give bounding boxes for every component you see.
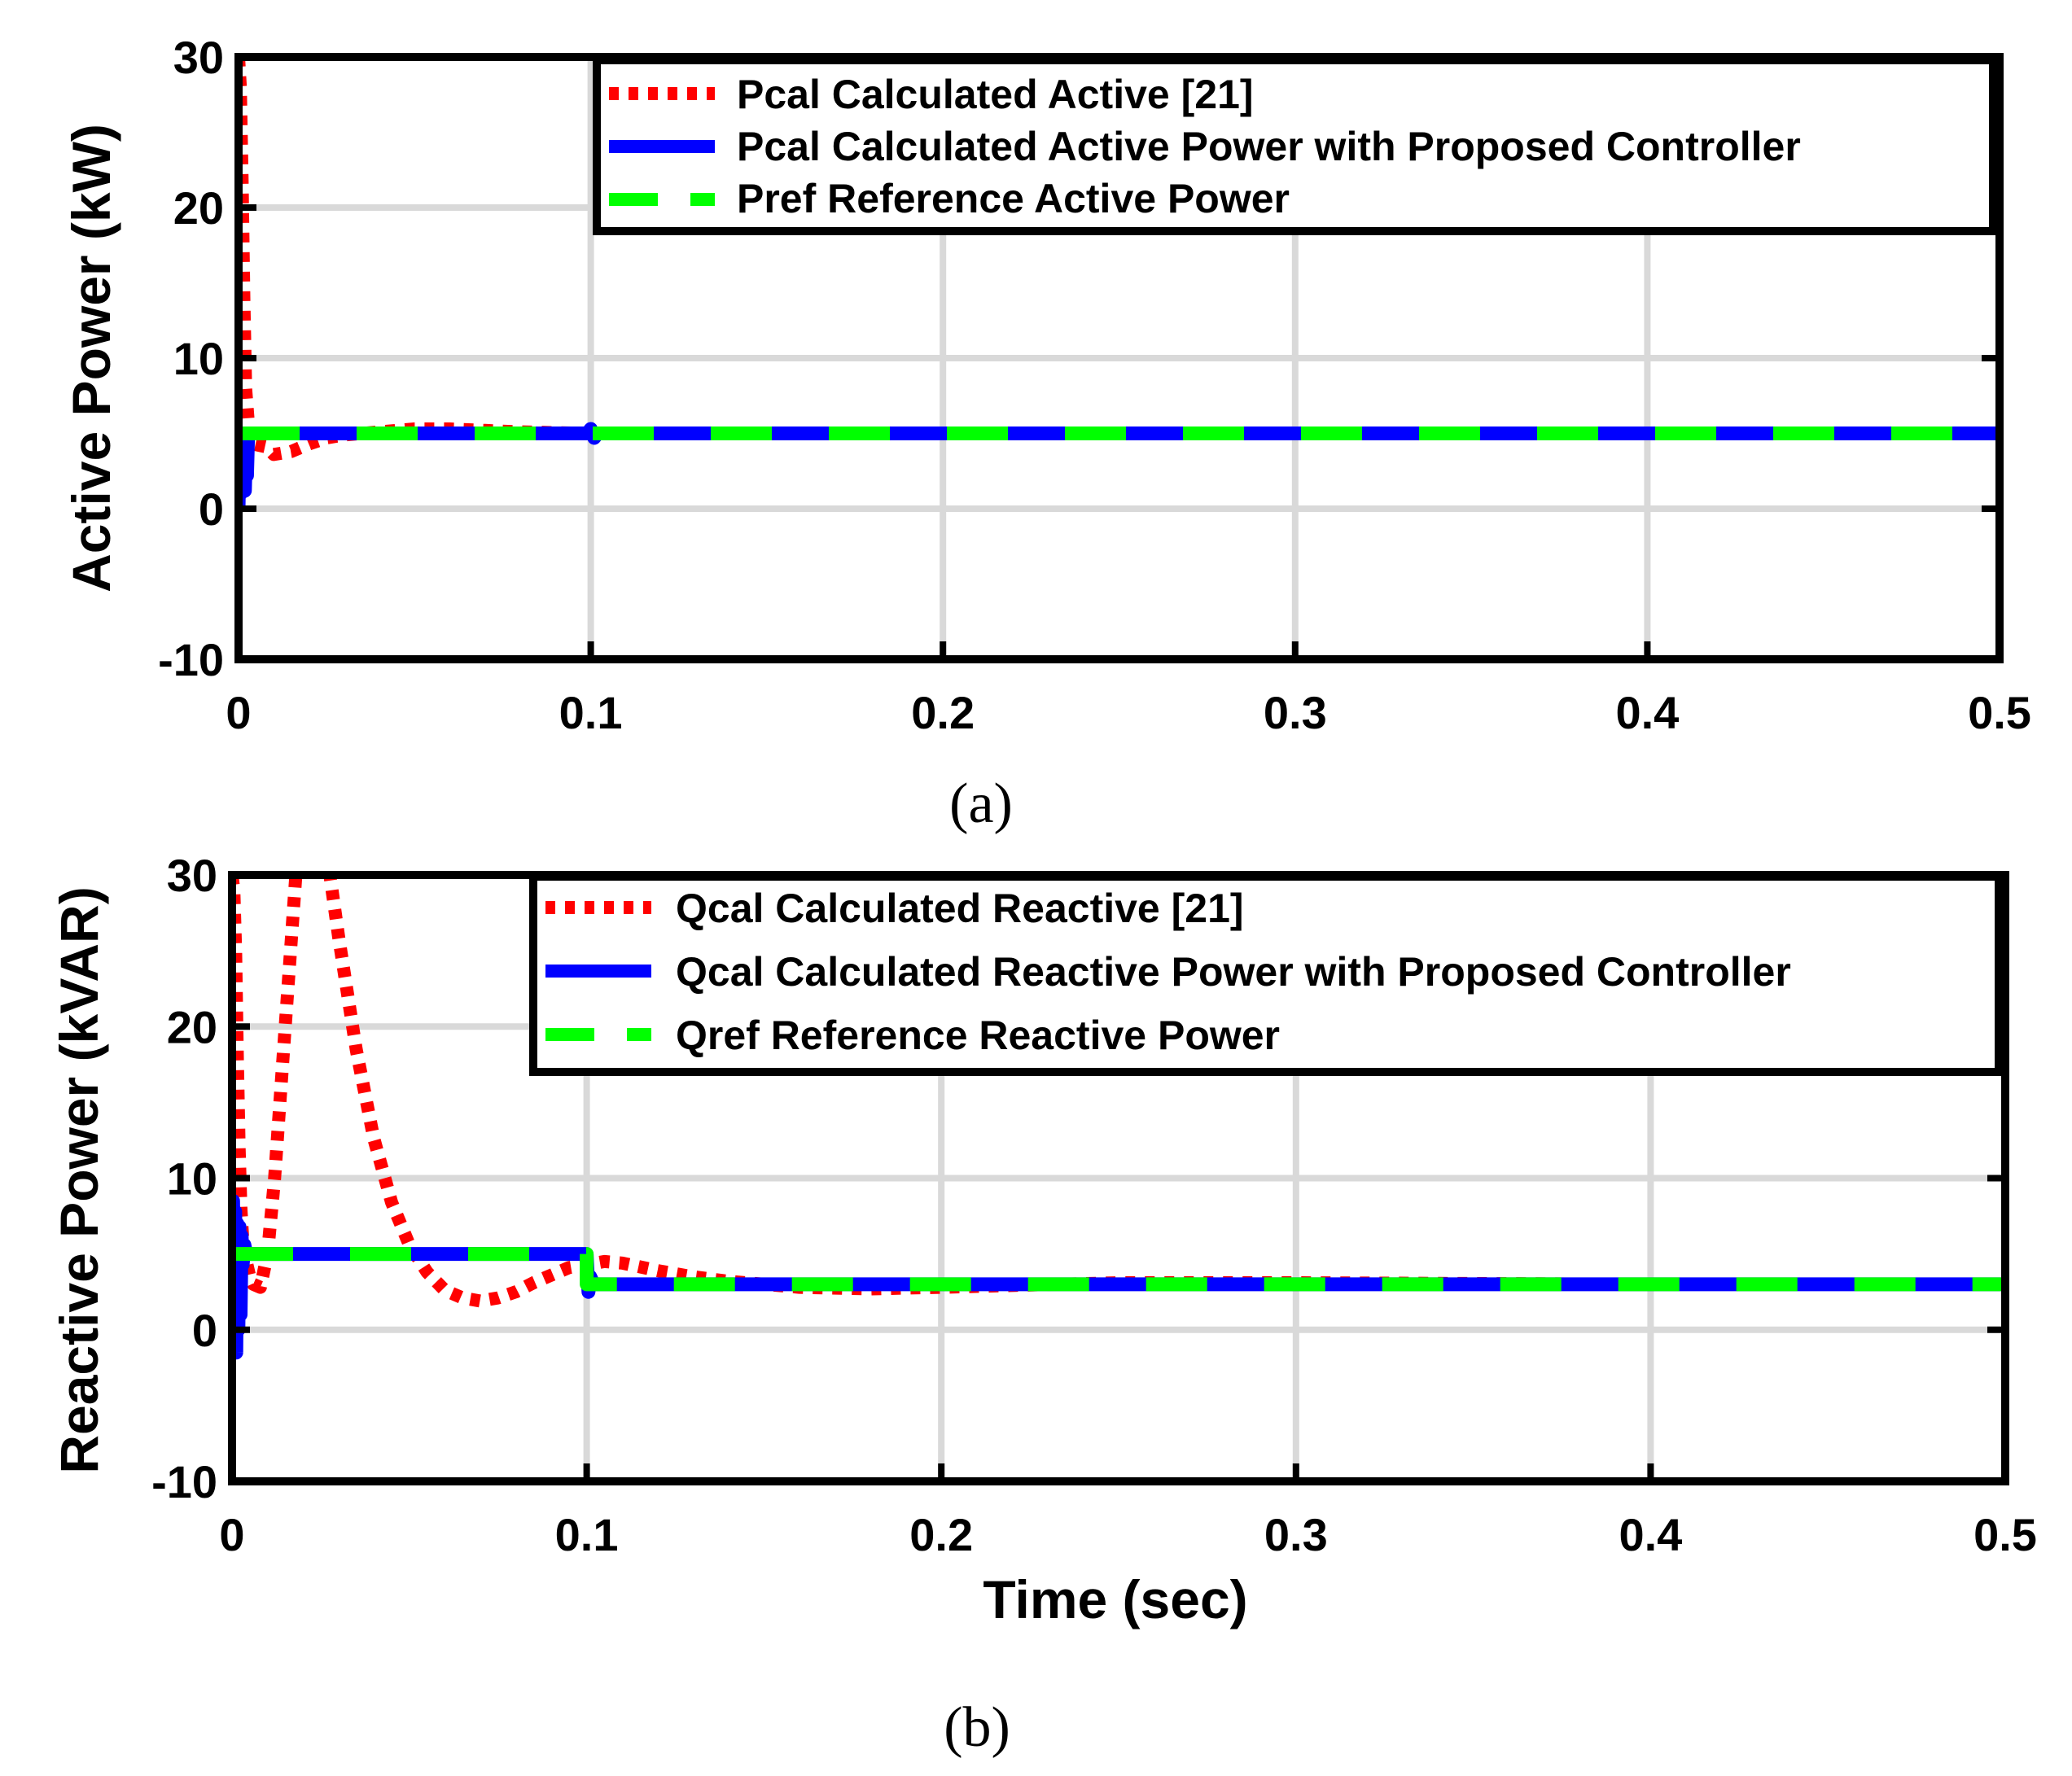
- y-tick-label-b: 0: [192, 1305, 217, 1356]
- y-tick-label-b: 30: [167, 850, 217, 901]
- x-tick-label-a: 0.4: [1615, 687, 1679, 738]
- y-tick-label-b: 10: [167, 1153, 217, 1205]
- x-tick-label-b: 0.3: [1264, 1509, 1328, 1560]
- y-tick-label-a: -10: [158, 634, 224, 685]
- caption-a: (a): [949, 772, 1013, 835]
- x-tick-label-b: 0.2: [909, 1509, 973, 1560]
- x-tick-label-a: 0.1: [559, 687, 623, 738]
- legend-a: Pcal Calculated Active [21] Pcal Calcula…: [593, 56, 1997, 235]
- series-line-b-3: [232, 1247, 2005, 1292]
- x-tick-label-a: 0: [226, 687, 251, 738]
- plot-area-a: [239, 57, 2000, 510]
- x-tick-label-b: 0.5: [1973, 1509, 2037, 1560]
- x-tick-label-a: 0.5: [1968, 687, 2031, 738]
- legend-b-label-qcal-21: Qcal Calculated Reactive [21]: [676, 886, 1244, 931]
- legend-a-label-pref: Pref Reference Active Power: [737, 176, 1290, 221]
- legend-b-label-qref: Qref Reference Reactive Power: [676, 1013, 1280, 1058]
- y-tick-label-a: 0: [199, 483, 224, 535]
- x-tick-label-b: 0: [219, 1509, 244, 1560]
- x-axis-label-b: Time (sec): [983, 1569, 1247, 1629]
- y-axis-label-a: Active Power (kW): [61, 124, 121, 593]
- legend-a-label-pcal-21: Pcal Calculated Active [21]: [737, 72, 1254, 117]
- legend-b-label-qcal-proposed: Qcal Calculated Reactive Power with Prop…: [676, 949, 1791, 995]
- legend-b: Qcal Calculated Reactive [21] Qcal Calcu…: [529, 873, 2003, 1076]
- y-tick-label-b: 20: [167, 1001, 217, 1052]
- caption-b: (b): [944, 1696, 1010, 1759]
- y-axis-label-b: Reactive Power (kVAR): [49, 886, 109, 1473]
- x-tick-label-b: 0.1: [555, 1509, 619, 1560]
- x-tick-label-b: 0.4: [1619, 1509, 1682, 1560]
- y-tick-label-b: -10: [151, 1456, 217, 1507]
- x-tick-label-a: 0.3: [1264, 687, 1327, 738]
- x-tick-label-a: 0.2: [911, 687, 975, 738]
- y-tick-label-a: 20: [173, 182, 224, 234]
- y-tick-label-a: 10: [173, 333, 224, 384]
- y-tick-label-a: 30: [173, 32, 224, 83]
- legend-a-label-pcal-proposed: Pcal Calculated Active Power with Propos…: [737, 124, 1801, 169]
